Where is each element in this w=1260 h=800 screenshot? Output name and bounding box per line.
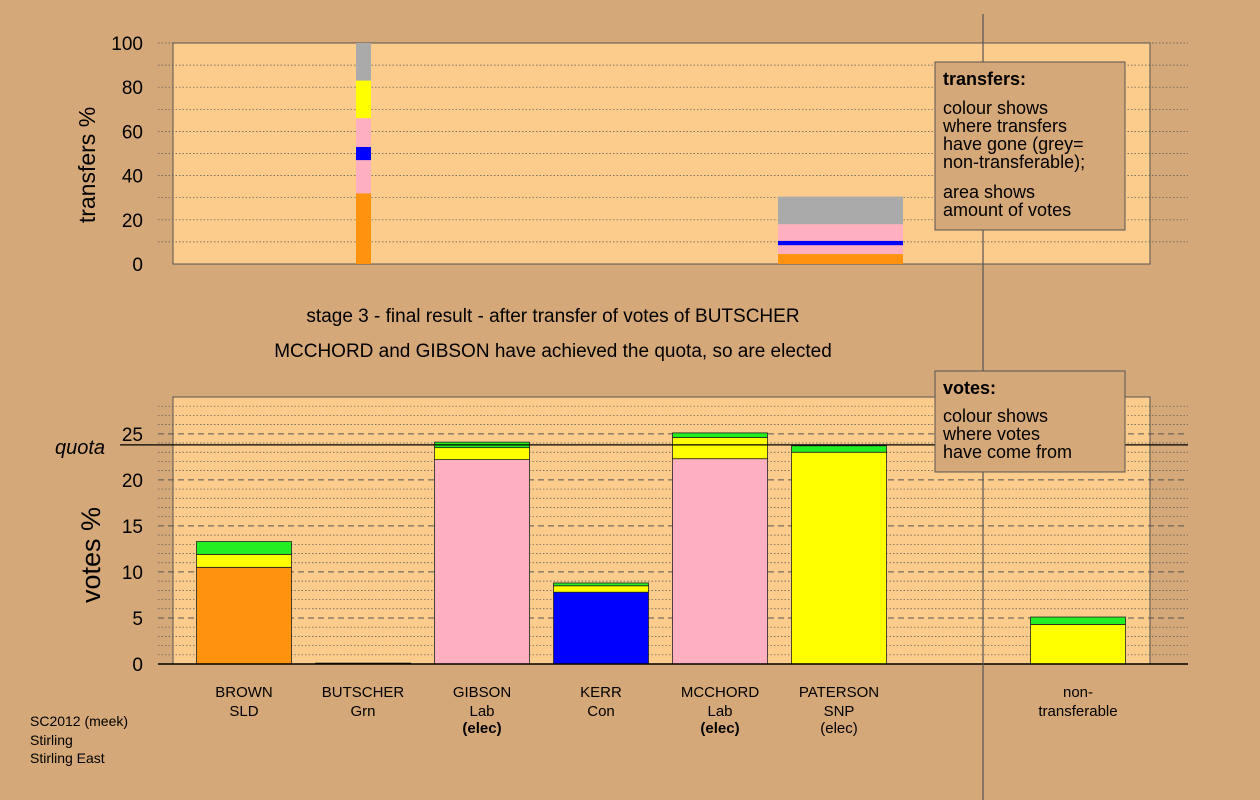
candidate-name: PATERSON bbox=[799, 684, 879, 701]
transfer-segment bbox=[778, 240, 903, 246]
transfer-segment bbox=[356, 80, 371, 119]
vote-segment bbox=[1030, 624, 1126, 665]
footer-line: Stirling East bbox=[30, 750, 105, 766]
vote-segment bbox=[672, 458, 768, 665]
transfer-segment bbox=[778, 245, 903, 255]
candidate-party: Lab bbox=[469, 703, 494, 720]
candidate-name: BROWN bbox=[215, 684, 273, 701]
footer-line: Stirling bbox=[30, 732, 73, 748]
transfer-segment bbox=[778, 196, 903, 225]
candidate-party: SLD bbox=[229, 703, 258, 720]
transfers-y-tick-label: 100 bbox=[111, 34, 143, 55]
transfers-legend: transfers: colour shows where transfers … bbox=[934, 61, 1126, 231]
stage-subtitle: MCCHORD and GIBSON have achieved the quo… bbox=[274, 341, 832, 362]
votes-y-tick-label: 15 bbox=[122, 517, 143, 538]
quota-label: quota bbox=[55, 437, 105, 459]
votes-y-tick-label: 0 bbox=[132, 655, 143, 676]
candidate-labels: BROWN SLD BUTSCHER Grn GIBSON Lab (elec)… bbox=[215, 684, 1117, 737]
candidate-party: Lab bbox=[707, 703, 732, 720]
candidate-status: (elec) bbox=[462, 720, 501, 737]
vote-segment bbox=[1030, 616, 1126, 625]
transfers-legend-title: transfers: bbox=[943, 69, 1026, 89]
transfer-segment bbox=[356, 43, 371, 81]
transfer-segment bbox=[778, 224, 903, 241]
vote-segment bbox=[672, 437, 768, 460]
candidate-status: (elec) bbox=[700, 720, 739, 737]
transfers-y-axis-label: transfers % bbox=[74, 107, 100, 223]
vote-segment bbox=[434, 459, 530, 665]
vote-segment bbox=[434, 447, 530, 461]
votes-y-tick-label: 10 bbox=[122, 563, 143, 584]
transfers-y-tick-label: 20 bbox=[122, 211, 143, 232]
votes-legend-line: have come from bbox=[943, 442, 1072, 462]
transfer-segment bbox=[778, 254, 903, 264]
stage-title: stage 3 - final result - after transfer … bbox=[306, 306, 799, 327]
footer-line: SC2012 (meek) bbox=[30, 713, 128, 729]
candidate-name: BUTSCHER bbox=[322, 684, 405, 701]
vote-segment bbox=[791, 451, 887, 665]
votes-y-tick-label: 25 bbox=[122, 425, 143, 446]
candidate-name: KERR bbox=[580, 684, 622, 701]
votes-y-axis-label: votes % bbox=[76, 507, 106, 603]
transfers-bars bbox=[356, 43, 903, 264]
vote-segment bbox=[196, 566, 292, 665]
transfers-y-tick-label: 40 bbox=[122, 167, 143, 188]
footer: SC2012 (meek) Stirling Stirling East bbox=[30, 713, 128, 766]
vote-bar bbox=[434, 441, 530, 665]
vote-segment bbox=[791, 445, 887, 453]
votes-legend-line: where votes bbox=[942, 424, 1040, 444]
vote-segment bbox=[553, 582, 649, 587]
vote-bar bbox=[553, 582, 649, 665]
transfer-segment bbox=[356, 193, 371, 264]
vote-bar bbox=[1030, 616, 1126, 665]
vote-bar bbox=[672, 432, 768, 665]
transfers-legend-line: area shows bbox=[943, 182, 1035, 202]
transfers-y-ticks: 0 20 40 60 80 100 bbox=[111, 34, 143, 276]
transfers-y-tick-label: 60 bbox=[122, 122, 143, 143]
votes-bars bbox=[196, 432, 1126, 665]
transfers-legend-line: colour shows bbox=[943, 98, 1048, 118]
transfers-y-tick-label: 0 bbox=[132, 255, 143, 276]
votes-legend: votes: colour shows where votes have com… bbox=[934, 370, 1126, 473]
candidate-party: Con bbox=[587, 703, 615, 720]
transfer-segment bbox=[356, 118, 371, 147]
votes-y-ticks: 0 5 10 15 20 25 bbox=[122, 425, 143, 676]
vote-segment bbox=[196, 554, 292, 568]
transfers-legend-line: where transfers bbox=[942, 116, 1067, 136]
transfer-segment bbox=[356, 146, 371, 161]
candidate-party: SNP bbox=[824, 703, 855, 720]
votes-legend-title: votes: bbox=[943, 378, 996, 398]
candidate-name: GIBSON bbox=[453, 684, 511, 701]
candidate-status: (elec) bbox=[820, 720, 858, 737]
transfers-y-tick-label: 80 bbox=[122, 78, 143, 99]
transfer-segment bbox=[356, 160, 371, 194]
vote-segment bbox=[553, 585, 649, 593]
nontransferable-label: transferable bbox=[1038, 703, 1117, 720]
transfers-legend-line: non-transferable); bbox=[943, 152, 1085, 172]
votes-y-tick-label: 20 bbox=[122, 471, 143, 492]
candidate-name: MCCHORD bbox=[681, 684, 759, 701]
vote-segment bbox=[553, 591, 649, 665]
nontransferable-label: non- bbox=[1063, 684, 1093, 701]
transfers-legend-line: have gone (grey= bbox=[943, 134, 1084, 154]
vote-segment bbox=[672, 432, 768, 438]
transfers-legend-line: amount of votes bbox=[943, 200, 1071, 220]
votes-legend-line: colour shows bbox=[943, 406, 1048, 426]
candidate-party: Grn bbox=[350, 703, 375, 720]
vote-segment bbox=[196, 541, 292, 555]
vote-bar bbox=[196, 541, 292, 665]
votes-y-tick-label: 5 bbox=[132, 609, 143, 630]
vote-bar bbox=[791, 445, 887, 665]
